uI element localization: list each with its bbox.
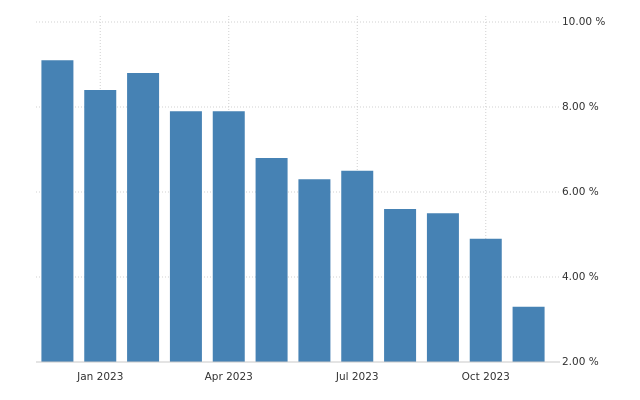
x-tick-label: Jan 2023 xyxy=(76,371,123,383)
bar xyxy=(469,238,502,362)
x-tick-label: Apr 2023 xyxy=(205,371,253,383)
bar xyxy=(512,306,545,362)
y-tick-label: 6.00 % xyxy=(562,186,599,198)
bar xyxy=(41,60,74,362)
bar xyxy=(384,209,417,362)
bar xyxy=(212,111,245,362)
y-tick-label: 10.00 % xyxy=(562,16,605,28)
bar xyxy=(426,213,459,362)
y-tick-label: 4.00 % xyxy=(562,271,599,283)
y-tick-label: 2.00 % xyxy=(562,356,599,368)
bar xyxy=(169,111,202,362)
bar xyxy=(341,170,374,362)
y-tick-label: 8.00 % xyxy=(562,101,599,113)
x-tick-label: Oct 2023 xyxy=(462,371,510,383)
x-tick-label: Jul 2023 xyxy=(335,371,379,383)
bar xyxy=(255,158,288,362)
bar xyxy=(127,73,160,362)
bar xyxy=(84,90,117,362)
bar xyxy=(298,179,331,362)
